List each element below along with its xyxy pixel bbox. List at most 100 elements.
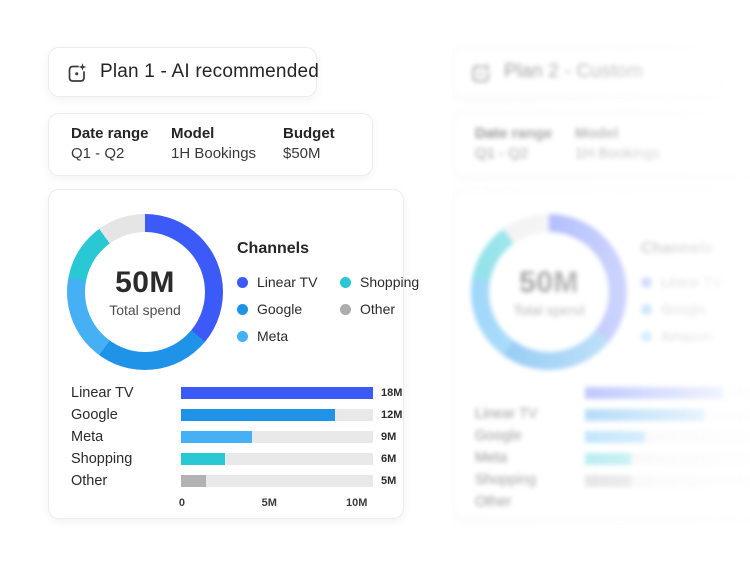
donut-center: 50M Total spend [489, 231, 609, 352]
plan2-chart-card: 50M Total spend Channels Linear TV [452, 188, 750, 519]
legend-dot-icon [641, 303, 652, 315]
bar-row: 5M [181, 470, 396, 492]
budget-value: $50M [283, 144, 321, 162]
bar-fill [585, 431, 645, 444]
donut-center: 50M Total spend [85, 231, 205, 352]
plan2-title: Plan 2 - Custom [504, 61, 644, 82]
axis-tick: 0 [178, 496, 186, 509]
legend-dot-icon [237, 303, 248, 315]
legend-label: Meta [257, 328, 289, 345]
bar-row [585, 404, 750, 426]
ai-generate-icon [68, 62, 87, 82]
total-spend-label: Total spend [513, 301, 585, 318]
bar-row [585, 426, 750, 448]
bar-row: 18M [181, 383, 402, 405]
bar-fill [585, 387, 724, 400]
bar-fill [181, 474, 206, 487]
total-spend-value: 50M [115, 265, 175, 299]
legend-item-google: Google [237, 301, 340, 317]
bar-value: 9M [381, 431, 397, 444]
legend-item-meta: Meta [237, 328, 340, 344]
bar-labels: Linear TV Google Meta Shopping Other [471, 404, 585, 513]
bar-label-linear-tv: Linear TV [71, 385, 134, 402]
plan1-donut-section: 50M Total spend Channels Linear TV Googl… [67, 213, 419, 370]
legend-dot-icon [237, 276, 248, 288]
plan1-model: Model 1H Bookings [171, 124, 283, 164]
bar-fill [585, 474, 632, 487]
bar-labels: Linear TV Google Meta Shopping Other [67, 383, 181, 511]
bar-label-meta: Meta [71, 429, 104, 446]
plan1-date-range: Date range Q1 - Q2 [71, 124, 171, 164]
legend-item-google: Google [641, 301, 721, 317]
plan2-summary-card: Date range Q1 - Q2 Model 1H Bookings [452, 113, 750, 176]
bar-label-meta: Meta [475, 450, 508, 467]
plan2-panel-faded: Plan 2 - Custom Date range Q1 - Q2 Model… [452, 0, 750, 563]
model-label: Model [171, 125, 215, 142]
total-spend-value: 50M [519, 265, 579, 299]
date-range-value: Q1 - Q2 [475, 144, 529, 162]
legend-item-other: Other [340, 301, 419, 317]
plan2-date-range: Date range Q1 - Q2 [475, 124, 575, 164]
donut-chart: 50M Total spend [67, 213, 223, 370]
bar-fill [585, 409, 705, 422]
bar-value: 5M [381, 474, 397, 487]
bar-fill [181, 387, 373, 400]
plan1-title: Plan 1 - AI recommended [100, 61, 319, 82]
total-spend-label: Total spend [109, 301, 181, 318]
bar-value: 18M [381, 387, 403, 400]
plan2-donut-section: 50M Total spend Channels Linear TV [471, 213, 750, 370]
bar-row: 9M [181, 426, 396, 448]
axis-tick: 5M [261, 496, 277, 509]
donut-chart: 50M Total spend [471, 213, 627, 370]
bar-label-google: Google [71, 407, 118, 424]
bar-row: 6M [181, 448, 396, 470]
date-range-value: Q1 - Q2 [71, 144, 125, 162]
legend-item-linear-tv: Linear TV [641, 274, 721, 290]
bar-row: 12M [181, 404, 402, 426]
plan1-chart-card: 50M Total spend Channels Linear TV Googl… [48, 188, 419, 519]
bar-label-linear-tv: Linear TV [475, 406, 538, 423]
bar-chart: Linear TV Google Meta Shopping Other 18M… [67, 383, 403, 511]
date-range-label: Date range [475, 125, 553, 142]
legend-dot-icon [641, 276, 652, 288]
bar-value: 6M [381, 452, 397, 465]
plan1-select-button[interactable]: Plan 1 - AI recommended [48, 47, 319, 97]
legend-label: Amazon [661, 328, 713, 345]
plan1-summary-card: Date range Q1 - Q2 Model 1H Bookings Bud… [48, 113, 373, 176]
channels-legend: Channels Linear TV Google [641, 214, 721, 370]
budget-label: Budget [283, 125, 335, 142]
legend-title: Channels [237, 239, 310, 257]
model-value: 1H Bookings [575, 144, 661, 162]
date-range-label: Date range [71, 125, 149, 142]
legend-label: Google [257, 301, 303, 318]
plan2-model: Model 1H Bookings [575, 124, 687, 164]
legend-label: Linear TV [661, 274, 722, 291]
legend-label: Google [661, 301, 707, 318]
legend-label: Linear TV [257, 274, 318, 291]
bar-fill [585, 452, 632, 465]
channels-legend: Channels Linear TV Google Meta [237, 214, 419, 370]
legend-label: Shopping [360, 274, 420, 291]
legend-dot-icon [237, 330, 248, 342]
bar-label-google: Google [475, 428, 522, 445]
legend-title: Channels [641, 239, 714, 257]
plan2-select-button[interactable]: Plan 2 - Custom [452, 47, 721, 97]
plan1-panel: Plan 1 - AI recommended Date range Q1 - … [48, 47, 419, 519]
bar-value: 12M [381, 409, 403, 422]
bar-fill [181, 452, 226, 465]
bar-fill [181, 409, 335, 422]
legend-item-amazon: Amazon [641, 328, 721, 344]
bar-row [585, 470, 750, 492]
legend-dot-icon [641, 330, 652, 342]
bar-fill [181, 431, 253, 444]
plan2-panel: Plan 2 - Custom Date range Q1 - Q2 Model… [452, 47, 750, 519]
bar-row [585, 448, 750, 470]
bar-tracks [585, 383, 750, 492]
ai-generate-icon [472, 62, 491, 82]
legend-item-linear-tv: Linear TV [237, 274, 340, 290]
axis-tick: 10M [345, 496, 368, 509]
model-value: 1H Bookings [171, 144, 257, 162]
bar-chart: Linear TV Google Meta Shopping Other [471, 383, 750, 510]
legend-dot-icon [340, 303, 351, 315]
legend-item-shopping: Shopping [340, 274, 419, 290]
